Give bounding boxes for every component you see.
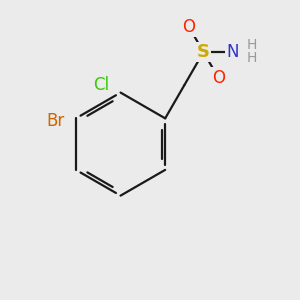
Text: S: S: [197, 43, 210, 61]
Text: H: H: [246, 51, 256, 65]
Text: Br: Br: [46, 112, 64, 130]
Text: H: H: [246, 38, 256, 52]
Text: O: O: [212, 68, 225, 86]
Text: Cl: Cl: [93, 76, 110, 94]
Text: O: O: [182, 17, 195, 35]
Text: N: N: [227, 43, 239, 61]
